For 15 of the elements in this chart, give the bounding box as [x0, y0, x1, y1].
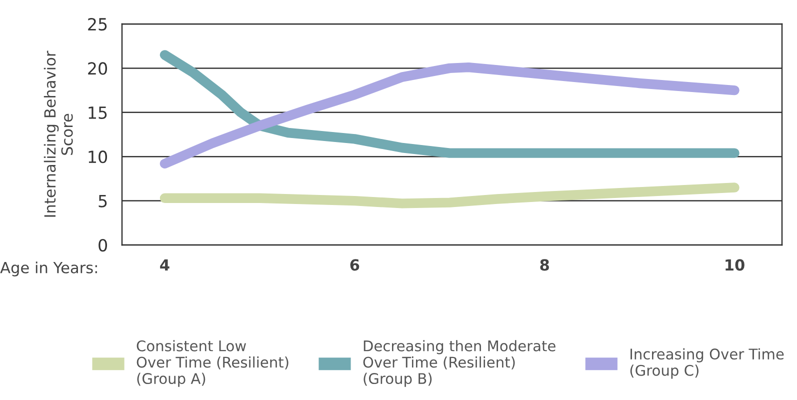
legend-label: Consistent Low Over Time (Resilient) (Group A) — [136, 340, 288, 387]
x-tick-label: 6 — [350, 259, 360, 271]
y-tick-label: 0 — [98, 238, 108, 252]
x-axis-title: Age in Years: — [0, 262, 97, 276]
y-axis-title: Internalizing Behavior Score — [44, 50, 73, 217]
x-tick-label: 4 — [160, 259, 170, 270]
legend-label: Increasing Over Time (Group C) — [630, 348, 784, 379]
x-tick-label: 8 — [540, 259, 549, 271]
legend-label: Decreasing then Moderate Over Time (Resilient) (Group B) — [363, 340, 556, 387]
y-tick-label: 10 — [88, 150, 108, 164]
y-tick-label: 15 — [88, 106, 107, 119]
y-tick-label: 5 — [98, 194, 107, 208]
x-tick-label: 10 — [726, 259, 744, 271]
y-tick-label: 20 — [88, 62, 108, 75]
y-tick-label: 25 — [88, 18, 107, 31]
